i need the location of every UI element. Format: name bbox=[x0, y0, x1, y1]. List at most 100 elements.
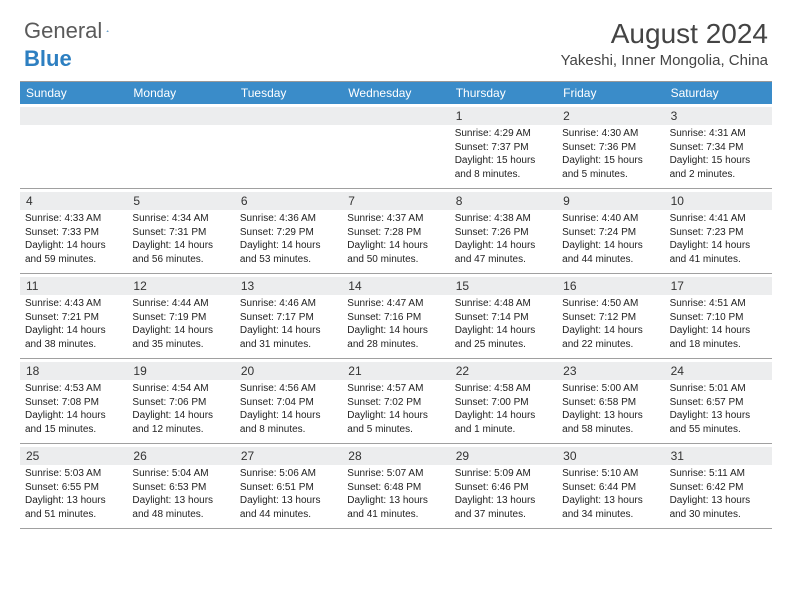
daylight2-text: and 53 minutes. bbox=[240, 253, 337, 267]
day-number: 15 bbox=[450, 277, 557, 295]
day-number: 24 bbox=[665, 362, 772, 380]
daylight2-text: and 2 minutes. bbox=[670, 168, 767, 182]
sunrise-text: Sunrise: 5:09 AM bbox=[455, 467, 552, 481]
page-header: General August 2024 Yakeshi, Inner Mongo… bbox=[0, 0, 792, 75]
sunrise-text: Sunrise: 5:00 AM bbox=[562, 382, 659, 396]
day-number: 25 bbox=[20, 447, 127, 465]
daylight1-text: Daylight: 13 hours bbox=[670, 494, 767, 508]
sunrise-text: Sunrise: 5:11 AM bbox=[670, 467, 767, 481]
sunset-text: Sunset: 6:48 PM bbox=[347, 481, 444, 495]
daylight2-text: and 41 minutes. bbox=[347, 508, 444, 522]
daylight2-text: and 50 minutes. bbox=[347, 253, 444, 267]
sunset-text: Sunset: 7:31 PM bbox=[132, 226, 229, 240]
sunrise-text: Sunrise: 5:04 AM bbox=[132, 467, 229, 481]
sunrise-text: Sunrise: 4:29 AM bbox=[455, 127, 552, 141]
daylight1-text: Daylight: 14 hours bbox=[562, 239, 659, 253]
day-number: 3 bbox=[665, 107, 772, 125]
week-row: ....1Sunrise: 4:29 AMSunset: 7:37 PMDayl… bbox=[20, 104, 772, 189]
day-cell: 4Sunrise: 4:33 AMSunset: 7:33 PMDaylight… bbox=[20, 189, 127, 273]
sunset-text: Sunset: 7:16 PM bbox=[347, 311, 444, 325]
logo-blue-wrap: Blue bbox=[24, 46, 72, 72]
day-cell: 25Sunrise: 5:03 AMSunset: 6:55 PMDayligh… bbox=[20, 444, 127, 528]
sunrise-text: Sunrise: 4:48 AM bbox=[455, 297, 552, 311]
sunrise-text: Sunrise: 5:01 AM bbox=[670, 382, 767, 396]
daylight1-text: Daylight: 14 hours bbox=[455, 239, 552, 253]
daylight1-text: Daylight: 15 hours bbox=[455, 154, 552, 168]
daylight2-text: and 31 minutes. bbox=[240, 338, 337, 352]
daylight1-text: Daylight: 13 hours bbox=[562, 409, 659, 423]
daylight1-text: Daylight: 14 hours bbox=[25, 324, 122, 338]
sunrise-text: Sunrise: 4:46 AM bbox=[240, 297, 337, 311]
title-block: August 2024 Yakeshi, Inner Mongolia, Chi… bbox=[561, 18, 768, 69]
sunset-text: Sunset: 7:24 PM bbox=[562, 226, 659, 240]
sunrise-text: Sunrise: 5:07 AM bbox=[347, 467, 444, 481]
daylight2-text: and 48 minutes. bbox=[132, 508, 229, 522]
day-number: 21 bbox=[342, 362, 449, 380]
day-number: 31 bbox=[665, 447, 772, 465]
daylight1-text: Daylight: 14 hours bbox=[240, 239, 337, 253]
day-cell: 7Sunrise: 4:37 AMSunset: 7:28 PMDaylight… bbox=[342, 189, 449, 273]
sunrise-text: Sunrise: 5:10 AM bbox=[562, 467, 659, 481]
day-cell: 15Sunrise: 4:48 AMSunset: 7:14 PMDayligh… bbox=[450, 274, 557, 358]
sunset-text: Sunset: 7:04 PM bbox=[240, 396, 337, 410]
sunset-text: Sunset: 6:46 PM bbox=[455, 481, 552, 495]
day-number: 11 bbox=[20, 277, 127, 295]
daylight2-text: and 25 minutes. bbox=[455, 338, 552, 352]
sunset-text: Sunset: 7:34 PM bbox=[670, 141, 767, 155]
daylight2-text: and 30 minutes. bbox=[670, 508, 767, 522]
weekday-header-row: SundayMondayTuesdayWednesdayThursdayFrid… bbox=[20, 82, 772, 104]
sunrise-text: Sunrise: 4:36 AM bbox=[240, 212, 337, 226]
sunrise-text: Sunrise: 4:31 AM bbox=[670, 127, 767, 141]
daylight1-text: Daylight: 15 hours bbox=[562, 154, 659, 168]
day-number: 10 bbox=[665, 192, 772, 210]
sunset-text: Sunset: 7:37 PM bbox=[455, 141, 552, 155]
sunset-text: Sunset: 7:10 PM bbox=[670, 311, 767, 325]
weekday-header: Saturday bbox=[665, 82, 772, 104]
daylight2-text: and 51 minutes. bbox=[25, 508, 122, 522]
sunset-text: Sunset: 6:55 PM bbox=[25, 481, 122, 495]
daylight2-text: and 8 minutes. bbox=[455, 168, 552, 182]
sunrise-text: Sunrise: 4:50 AM bbox=[562, 297, 659, 311]
day-number: 30 bbox=[557, 447, 664, 465]
day-number: 14 bbox=[342, 277, 449, 295]
day-cell: . bbox=[127, 104, 234, 188]
sunset-text: Sunset: 6:51 PM bbox=[240, 481, 337, 495]
sunset-text: Sunset: 7:02 PM bbox=[347, 396, 444, 410]
daylight2-text: and 22 minutes. bbox=[562, 338, 659, 352]
daylight1-text: Daylight: 14 hours bbox=[25, 409, 122, 423]
daylight1-text: Daylight: 13 hours bbox=[347, 494, 444, 508]
calendar: SundayMondayTuesdayWednesdayThursdayFrid… bbox=[20, 81, 772, 529]
day-cell: 8Sunrise: 4:38 AMSunset: 7:26 PMDaylight… bbox=[450, 189, 557, 273]
week-row: 18Sunrise: 4:53 AMSunset: 7:08 PMDayligh… bbox=[20, 359, 772, 444]
daylight2-text: and 55 minutes. bbox=[670, 423, 767, 437]
day-cell: 6Sunrise: 4:36 AMSunset: 7:29 PMDaylight… bbox=[235, 189, 342, 273]
day-cell: . bbox=[235, 104, 342, 188]
day-number: . bbox=[235, 107, 342, 125]
daylight1-text: Daylight: 14 hours bbox=[455, 324, 552, 338]
day-number: 4 bbox=[20, 192, 127, 210]
sunset-text: Sunset: 7:23 PM bbox=[670, 226, 767, 240]
day-number: . bbox=[127, 107, 234, 125]
sunrise-text: Sunrise: 4:33 AM bbox=[25, 212, 122, 226]
day-number: 12 bbox=[127, 277, 234, 295]
sunrise-text: Sunrise: 4:56 AM bbox=[240, 382, 337, 396]
day-number: 1 bbox=[450, 107, 557, 125]
day-number: 6 bbox=[235, 192, 342, 210]
day-number: 19 bbox=[127, 362, 234, 380]
week-row: 25Sunrise: 5:03 AMSunset: 6:55 PMDayligh… bbox=[20, 444, 772, 529]
sunset-text: Sunset: 7:21 PM bbox=[25, 311, 122, 325]
daylight2-text: and 18 minutes. bbox=[670, 338, 767, 352]
daylight2-text: and 38 minutes. bbox=[25, 338, 122, 352]
daylight2-text: and 56 minutes. bbox=[132, 253, 229, 267]
weeks-container: ....1Sunrise: 4:29 AMSunset: 7:37 PMDayl… bbox=[20, 104, 772, 529]
logo-text-general: General bbox=[24, 18, 102, 44]
day-number: 9 bbox=[557, 192, 664, 210]
daylight1-text: Daylight: 14 hours bbox=[347, 409, 444, 423]
logo: General bbox=[24, 18, 126, 44]
sunset-text: Sunset: 7:19 PM bbox=[132, 311, 229, 325]
month-title: August 2024 bbox=[561, 18, 768, 50]
week-row: 11Sunrise: 4:43 AMSunset: 7:21 PMDayligh… bbox=[20, 274, 772, 359]
sunrise-text: Sunrise: 4:41 AM bbox=[670, 212, 767, 226]
day-number: 23 bbox=[557, 362, 664, 380]
day-cell: 28Sunrise: 5:07 AMSunset: 6:48 PMDayligh… bbox=[342, 444, 449, 528]
